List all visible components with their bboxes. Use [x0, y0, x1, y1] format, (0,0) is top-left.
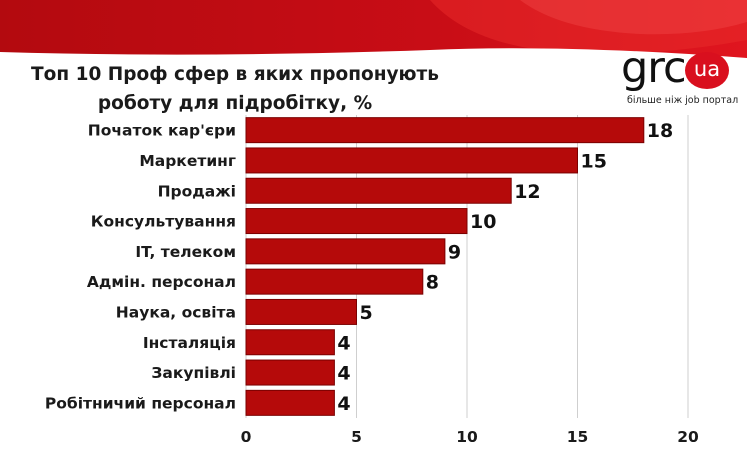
grc-logo: grc ua більше ніж job портал — [597, 43, 739, 111]
x-axis-ticks: 0 5 10 15 20 — [241, 428, 699, 446]
bar — [245, 238, 446, 265]
logo-tagline: більше ніж job портал — [627, 95, 739, 106]
value-label: 4 — [337, 363, 350, 385]
bar — [245, 329, 335, 356]
bar — [245, 208, 468, 235]
value-label: 9 — [448, 241, 461, 263]
category-label: Робітничий персонал — [45, 394, 236, 412]
x-tick-label: 20 — [677, 428, 699, 446]
bar — [245, 298, 357, 325]
category-label: Консультування — [91, 213, 236, 231]
x-tick-label: 0 — [241, 428, 252, 446]
category-label: Продажі — [158, 182, 236, 200]
value-label: 10 — [470, 211, 496, 233]
x-tick-label: 5 — [351, 428, 362, 446]
category-label: Початок кар'єри — [88, 122, 236, 140]
chart-title-line-2: роботу для підробітку, % — [97, 93, 373, 114]
x-tick-label: 10 — [456, 428, 478, 446]
category-label: Наука, освіта — [116, 303, 236, 321]
category-label: Маркетинг — [139, 152, 236, 170]
value-label: 4 — [337, 393, 350, 415]
x-tick-label: 15 — [567, 428, 589, 446]
chart-title-line-1: Топ 10 Проф сфер в яких пропонують — [31, 64, 439, 85]
bar — [245, 177, 512, 204]
category-label: Закупівлі — [151, 364, 236, 382]
bar — [245, 359, 335, 386]
category-labels: Початок кар'єри Маркетинг Продажі Консульту… — [45, 122, 236, 413]
value-label: 18 — [647, 120, 673, 142]
bars — [245, 117, 645, 416]
value-label: 8 — [426, 272, 439, 294]
logo-badge: ua — [685, 52, 729, 89]
header-banner — [0, 0, 747, 58]
chart-title: Топ 10 Проф сфер в яких пропонують робот… — [20, 60, 450, 118]
bar — [245, 389, 335, 416]
bar — [245, 268, 424, 295]
value-label: 5 — [360, 302, 373, 324]
value-label: 15 — [581, 150, 607, 172]
category-label: IT, телеком — [135, 243, 236, 261]
value-label: 12 — [514, 181, 540, 203]
bar — [245, 117, 645, 144]
category-label: Інсталяція — [143, 334, 236, 352]
category-label: Адмін. персонал — [87, 273, 236, 291]
value-label: 4 — [337, 332, 350, 354]
bar — [245, 147, 578, 174]
logo-wordmark: grc — [621, 43, 687, 93]
